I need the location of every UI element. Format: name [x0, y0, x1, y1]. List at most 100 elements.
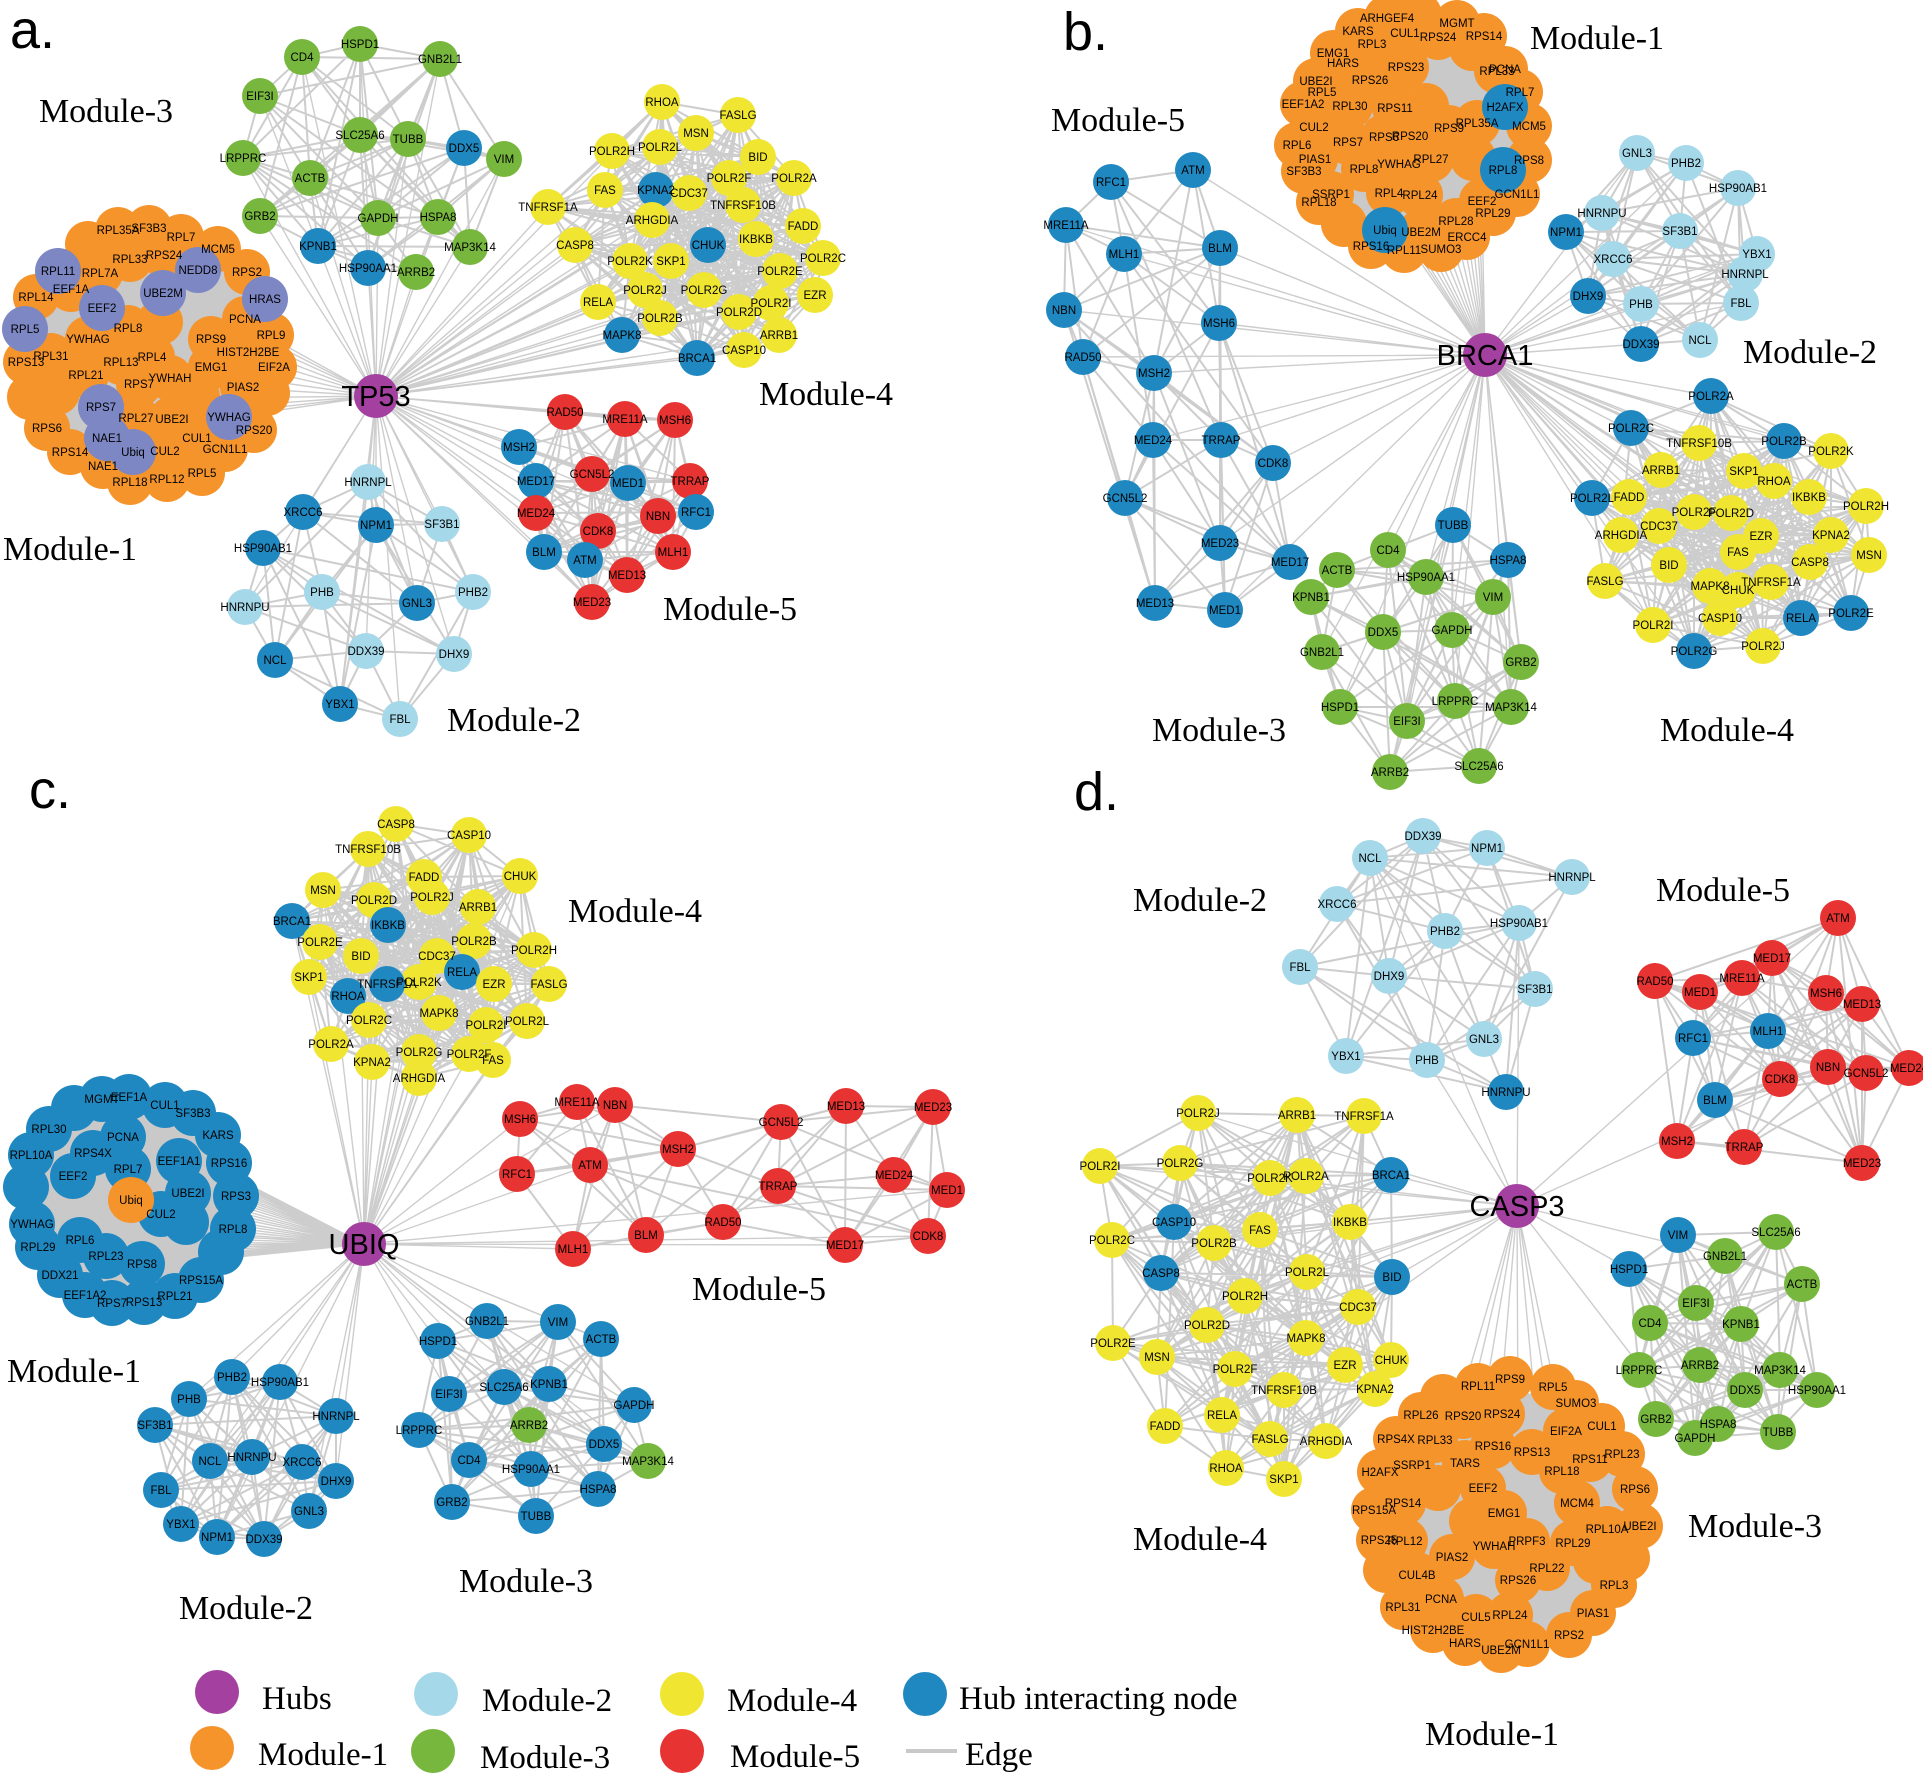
svg-text:HSPD1: HSPD1: [419, 1336, 457, 1348]
svg-text:TARS: TARS: [1450, 1458, 1480, 1470]
svg-text:CDK8: CDK8: [1258, 458, 1289, 470]
svg-text:EEF2: EEF2: [59, 1171, 88, 1183]
svg-text:MED17: MED17: [1753, 953, 1791, 965]
svg-text:RELA: RELA: [1786, 613, 1816, 625]
svg-text:MED1: MED1: [1209, 605, 1241, 617]
svg-text:HIST2H2BE: HIST2H2BE: [1402, 1625, 1465, 1637]
svg-text:POLR2E: POLR2E: [297, 937, 343, 949]
svg-text:MAPK8: MAPK8: [603, 330, 642, 342]
svg-text:POLR2J: POLR2J: [410, 892, 453, 904]
svg-text:Module-3: Module-3: [1688, 1508, 1822, 1545]
svg-text:DHX9: DHX9: [439, 649, 470, 661]
svg-text:UBE2I: UBE2I: [1623, 1521, 1656, 1533]
svg-text:ARRB1: ARRB1: [459, 902, 497, 914]
svg-text:POLR2G: POLR2G: [681, 285, 728, 297]
svg-text:CDK8: CDK8: [1765, 1074, 1796, 1086]
svg-text:ACTB: ACTB: [1787, 1279, 1818, 1291]
svg-text:PIAS1: PIAS1: [1577, 1608, 1610, 1620]
svg-text:POLR2I: POLR2I: [466, 1020, 507, 1032]
svg-text:HIST2H2BE: HIST2H2BE: [217, 347, 280, 359]
svg-text:RPS24: RPS24: [1420, 32, 1457, 44]
svg-text:RPL35A: RPL35A: [97, 225, 140, 237]
svg-text:GAPDH: GAPDH: [1675, 1433, 1716, 1445]
svg-text:MAP3K14: MAP3K14: [1485, 702, 1537, 714]
svg-text:MSH6: MSH6: [1810, 988, 1842, 1000]
svg-text:RPL10A: RPL10A: [10, 1150, 53, 1162]
svg-text:Edge: Edge: [965, 1737, 1033, 1773]
svg-text:RPS9: RPS9: [1434, 123, 1464, 135]
svg-text:UBE2I: UBE2I: [171, 1188, 204, 1200]
svg-text:DDX5: DDX5: [589, 1439, 620, 1451]
svg-text:MLH1: MLH1: [1109, 249, 1140, 261]
svg-text:ATM: ATM: [1826, 913, 1849, 925]
svg-text:CDC37: CDC37: [1339, 1302, 1377, 1314]
svg-text:Module-1: Module-1: [3, 531, 137, 568]
svg-text:RPL31: RPL31: [33, 351, 68, 363]
svg-text:CHUK: CHUK: [504, 871, 537, 883]
svg-text:GCN5L2: GCN5L2: [1844, 1068, 1889, 1080]
svg-text:SF3B3: SF3B3: [131, 223, 166, 235]
svg-text:CASP10: CASP10: [722, 345, 766, 357]
svg-text:MSN: MSN: [1856, 550, 1882, 562]
svg-text:Module-2: Module-2: [179, 1590, 313, 1627]
svg-text:RPS8: RPS8: [1514, 155, 1544, 167]
svg-text:HNRNPU: HNRNPU: [220, 602, 269, 614]
svg-text:SF3B1: SF3B1: [424, 519, 459, 531]
svg-text:POLR2L: POLR2L: [638, 142, 683, 154]
svg-text:XRCC6: XRCC6: [1594, 254, 1633, 266]
svg-text:POLR2E: POLR2E: [1828, 608, 1874, 620]
svg-text:MED23: MED23: [1843, 1158, 1881, 1170]
svg-text:RPS16: RPS16: [1475, 1441, 1511, 1453]
svg-text:UBE2I: UBE2I: [155, 414, 188, 426]
svg-text:Module-4: Module-4: [1660, 712, 1794, 749]
svg-text:H2AFX: H2AFX: [1486, 102, 1523, 114]
svg-text:POLR2H: POLR2H: [1843, 501, 1889, 513]
svg-text:MCM4: MCM4: [1560, 1498, 1594, 1510]
svg-text:PHB: PHB: [177, 1394, 201, 1406]
svg-text:EMG1: EMG1: [1488, 1508, 1521, 1520]
svg-text:MSN: MSN: [310, 885, 336, 897]
svg-text:NBN: NBN: [1052, 305, 1076, 317]
svg-text:TNFRSF1A: TNFRSF1A: [1334, 1111, 1394, 1123]
svg-text:Module-1: Module-1: [7, 1353, 141, 1390]
svg-text:ARRB1: ARRB1: [760, 330, 798, 342]
svg-text:YBX1: YBX1: [325, 699, 354, 711]
svg-text:LRPPRC: LRPPRC: [1616, 1365, 1663, 1377]
svg-text:SKP1: SKP1: [294, 972, 323, 984]
svg-text:Module-4: Module-4: [727, 1683, 857, 1719]
svg-text:EIF3I: EIF3I: [246, 91, 273, 103]
svg-text:MLH1: MLH1: [558, 1244, 589, 1256]
svg-text:FAS: FAS: [1727, 547, 1749, 559]
svg-text:TNFRSF10B: TNFRSF10B: [335, 844, 401, 856]
svg-text:VIM: VIM: [494, 154, 514, 166]
svg-text:ACTB: ACTB: [295, 173, 326, 185]
svg-text:POLR2L: POLR2L: [1285, 1267, 1330, 1279]
svg-text:RPL12: RPL12: [1387, 1536, 1422, 1548]
svg-text:ATM: ATM: [1181, 165, 1204, 177]
svg-text:CHUK: CHUK: [1722, 585, 1755, 597]
svg-text:RPS6: RPS6: [32, 423, 62, 435]
svg-text:POLR2F: POLR2F: [707, 173, 752, 185]
svg-text:Hub interacting node: Hub interacting node: [959, 1681, 1238, 1717]
svg-text:RELA: RELA: [583, 297, 613, 309]
svg-text:RPL33: RPL33: [112, 254, 147, 266]
svg-text:FASLG: FASLG: [1251, 1434, 1288, 1446]
svg-text:NPM1: NPM1: [201, 1532, 233, 1544]
svg-text:RPS20: RPS20: [1392, 131, 1428, 143]
svg-text:RPS6: RPS6: [1369, 132, 1399, 144]
svg-text:FADD: FADD: [788, 221, 819, 233]
svg-text:UBE2M: UBE2M: [143, 288, 183, 300]
svg-text:CD4: CD4: [457, 1455, 481, 1467]
svg-text:MED13: MED13: [1843, 999, 1881, 1011]
svg-text:GRB2: GRB2: [1640, 1414, 1671, 1426]
svg-text:Module-3: Module-3: [1152, 712, 1286, 749]
svg-text:Module-2: Module-2: [1133, 882, 1267, 919]
svg-text:POLR2A: POLR2A: [1283, 1171, 1329, 1183]
svg-text:RPL21: RPL21: [157, 1291, 192, 1303]
svg-text:YBX1: YBX1: [166, 1519, 195, 1531]
svg-text:CD4: CD4: [1376, 545, 1400, 557]
svg-text:PRPF3: PRPF3: [1508, 1536, 1545, 1548]
svg-text:RPS7: RPS7: [97, 1298, 127, 1310]
svg-text:BLM: BLM: [532, 547, 556, 559]
svg-text:POLR2B: POLR2B: [637, 313, 683, 325]
